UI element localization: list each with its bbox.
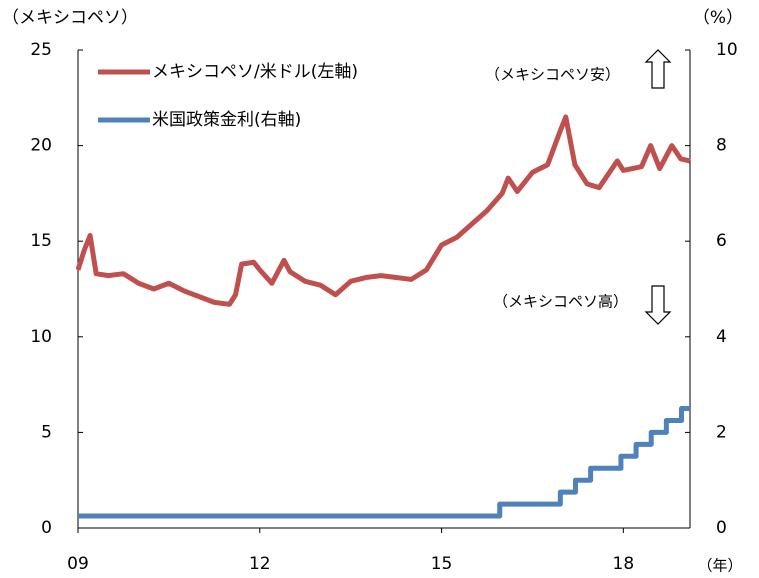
y2-tick-label: 6: [716, 231, 727, 251]
y-tick-label: 10: [30, 327, 52, 347]
y-tick-label: 0: [41, 518, 52, 538]
x-tick-label: 15: [431, 554, 453, 574]
y2-tick-label: 10: [716, 40, 738, 60]
y-tick-label: 15: [30, 231, 52, 251]
y2-tick-label: 0: [716, 518, 727, 538]
y2-tick-label: 2: [716, 422, 727, 442]
y2-tick-label: 4: [716, 327, 727, 347]
y-axis-label: （メキシコペソ）: [2, 8, 138, 28]
legend-label: 米国政策金利(右軸): [152, 110, 301, 130]
up-arrow: [644, 49, 672, 89]
x-tick-label: 12: [249, 554, 271, 574]
x-tick-label: 09: [67, 554, 89, 574]
y-tick-label: 20: [30, 136, 52, 156]
annotation: （メキシコペソ高）: [493, 293, 628, 311]
y2-tick-label: 8: [716, 136, 727, 156]
y-tick-label: 5: [41, 422, 52, 442]
down-arrow: [644, 285, 672, 325]
y-tick-label: 25: [30, 40, 52, 60]
x-tick-label: 18: [613, 554, 635, 574]
legend-label: メキシコペソ/米ドル(左軸): [152, 62, 358, 82]
line-series: [75, 114, 691, 307]
annotation: （メキシコペソ安）: [485, 66, 620, 84]
x-axis-label: （年）: [697, 557, 742, 575]
line-series: [78, 406, 690, 519]
y2-axis-label: （%）: [693, 8, 743, 28]
